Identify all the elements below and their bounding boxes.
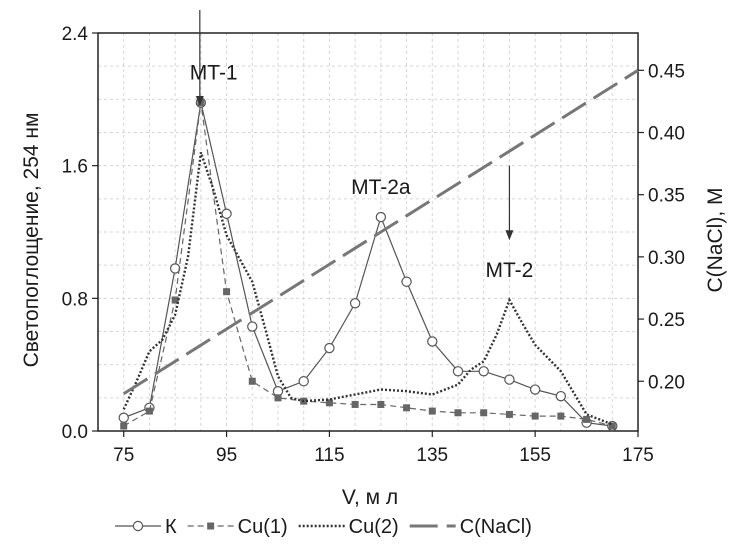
- series-line: [122, 152, 613, 426]
- y-left-tick-label: 0.0: [62, 422, 88, 443]
- y-left-tick-label: 0.8: [62, 289, 88, 310]
- annotation-mt-2a: MT-2a: [351, 176, 411, 199]
- data-point: [608, 422, 616, 430]
- legend-item-c-nacl: C(NaCl): [409, 516, 532, 538]
- legend-item-cu-1: Cu(1): [187, 516, 288, 538]
- data-point: [529, 384, 541, 395]
- data-point: [583, 415, 591, 423]
- data-point: [145, 407, 153, 415]
- legend-label: C(NaCl): [460, 516, 532, 538]
- annotation-arrowhead-mt-1: [195, 95, 204, 106]
- data-point: [403, 404, 411, 412]
- x-tick-label: 115: [314, 445, 344, 466]
- data-point: [504, 374, 515, 385]
- series-cu-2: [122, 152, 613, 426]
- series-layer: [118, 69, 639, 432]
- data-point: [427, 336, 438, 347]
- x-tick-label: 95: [216, 445, 237, 466]
- annotations: MT-1 MT-2a MT-2: [190, 10, 534, 282]
- annotation-arrowhead-mt-2: [505, 230, 514, 241]
- data-point: [375, 211, 387, 223]
- data-point: [452, 366, 464, 377]
- data-point: [325, 399, 333, 407]
- data-point: [480, 409, 488, 417]
- legend-label: К: [165, 516, 177, 538]
- data-point: [505, 410, 513, 418]
- legend-item-cu-2: Cu(2): [298, 516, 399, 538]
- data-point: [428, 407, 436, 415]
- series-line: [122, 69, 639, 395]
- x-tick-label: 135: [416, 445, 448, 466]
- legend: К Cu(1) Cu(2) C(NaCl): [115, 516, 532, 538]
- data-point: [454, 409, 462, 417]
- data-point: [120, 422, 128, 430]
- series-cu-1: [120, 99, 616, 430]
- y-right-tick-label: 0.40: [648, 124, 685, 145]
- data-point: [298, 376, 309, 387]
- series-c-nacl: [122, 69, 639, 395]
- y-left-tick-label: 2.4: [62, 24, 89, 45]
- data-point: [223, 288, 231, 296]
- grid: [98, 33, 638, 431]
- plot-frame: [97, 32, 639, 432]
- data-point: [478, 366, 489, 377]
- x-tick-label: 75: [113, 445, 134, 466]
- legend-label: Cu(2): [349, 516, 399, 538]
- data-point: [247, 321, 258, 332]
- y-right-tick-label: 0.20: [648, 372, 685, 393]
- y-right-tick-label: 0.45: [648, 61, 685, 82]
- data-point: [324, 342, 335, 354]
- data-point: [221, 208, 232, 219]
- series-к: [118, 97, 618, 432]
- legend-item-к: К: [115, 516, 177, 538]
- x-tick-label: 175: [622, 445, 654, 466]
- series-line: [123, 102, 613, 427]
- data-point: [248, 377, 256, 385]
- series-line: [123, 102, 613, 427]
- data-point: [401, 276, 412, 287]
- data-point: [349, 298, 361, 309]
- data-point: [377, 400, 385, 408]
- x-tick-label: 155: [519, 445, 551, 466]
- y-right-tick-label: 0.35: [648, 186, 685, 207]
- axis-ticks: 75 95 115 135 155 175 0.0 0.8 1.6 2.4 0.20 0.25 0.30…: [62, 24, 685, 466]
- y-left-tick-label: 1.6: [62, 157, 88, 178]
- data-point: [118, 412, 129, 423]
- y-right-tick-label: 0.25: [648, 310, 685, 331]
- x-axis-label: V, м л: [342, 486, 398, 509]
- data-point: [531, 412, 539, 420]
- y-right-tick-label: 0.30: [648, 248, 685, 269]
- data-point: [557, 412, 565, 420]
- data-point: [555, 390, 567, 402]
- legend-marker: [132, 520, 144, 532]
- y-axis-right-label: C(NaCl), M: [704, 188, 727, 293]
- y-axis-left-label: Светопоглощение, 254 нм: [20, 113, 43, 368]
- data-point: [171, 296, 179, 304]
- annotation-mt-2: MT-2: [486, 259, 534, 282]
- data-point: [351, 400, 359, 408]
- legend-label: Cu(1): [238, 516, 288, 538]
- legend-marker: [207, 522, 215, 530]
- annotation-mt-1: MT-1: [190, 61, 238, 84]
- data-point: [274, 394, 282, 402]
